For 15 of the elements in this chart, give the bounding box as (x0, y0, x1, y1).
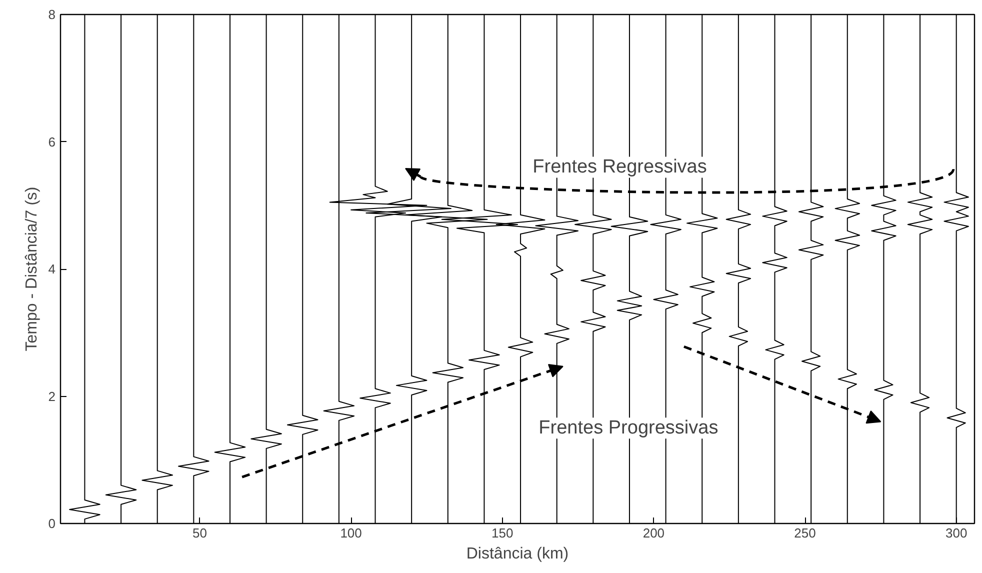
x-tick-label: 50 (192, 526, 207, 540)
x-tick-label: 250 (794, 526, 816, 540)
y-axis-title: Tempo - Distância/7 (s) (23, 186, 40, 352)
y-tick-label: 6 (48, 134, 56, 150)
y-tick-label: 4 (48, 262, 56, 276)
y-tick-label: 8 (48, 7, 56, 22)
x-tick-label: 300 (945, 526, 968, 540)
x-axis-title: Distância (km) (466, 546, 569, 562)
x-tick-label: 150 (492, 526, 514, 540)
annotation: Frentes Progressivas (538, 418, 718, 439)
x-tick-label: 200 (642, 526, 665, 540)
x-tick-label: 100 (340, 526, 362, 540)
annotation: Frentes Regressivas (532, 156, 707, 178)
y-tick-label: 0 (48, 516, 56, 531)
y-tick-label: 2 (48, 388, 56, 404)
